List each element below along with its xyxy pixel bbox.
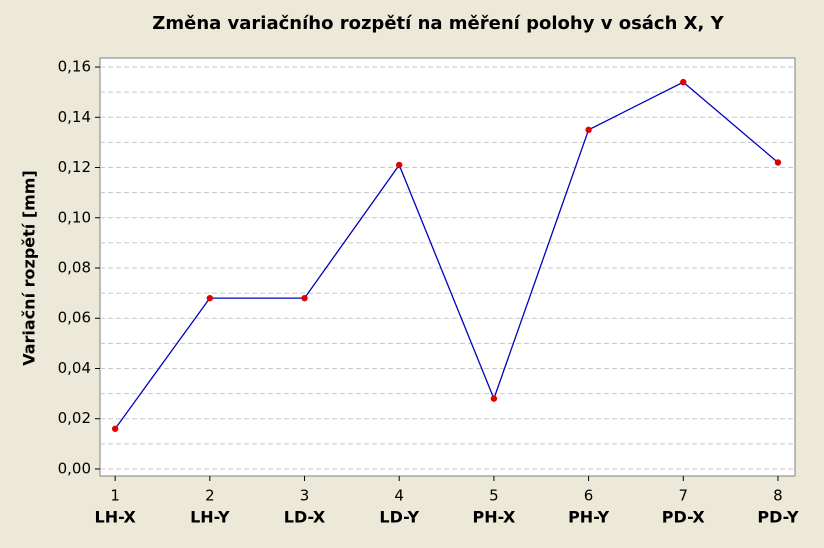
x-tick-label: 6	[584, 487, 594, 505]
y-tick-label: 0,06	[58, 309, 91, 327]
x-tick-label: 3	[300, 487, 310, 505]
x-tick-label: 8	[773, 487, 783, 505]
x-category-label: PH-Y	[568, 508, 609, 527]
data-point	[774, 159, 782, 166]
y-axis-label: Variační rozpětí [mm]	[20, 170, 39, 366]
y-tick-label: 0,04	[58, 359, 91, 377]
x-tick-label: 1	[110, 487, 120, 505]
x-category-label: PH-X	[472, 508, 515, 527]
x-category-label: LH-Y	[190, 508, 230, 527]
data-point	[301, 294, 308, 302]
data-point	[490, 395, 498, 402]
x-tick-label: 4	[394, 487, 404, 505]
data-line	[114, 81, 779, 430]
x-tick-label: 5	[489, 487, 499, 505]
y-tick-label: 0,08	[58, 259, 91, 277]
y-tick-label: 0,00	[58, 459, 91, 477]
x-category-label: PD-Y	[757, 508, 799, 527]
data-point	[396, 161, 403, 169]
x-tick-label: 7	[678, 487, 688, 505]
y-tick-label: 0,02	[58, 409, 91, 427]
x-category-label: LD-Y	[379, 508, 419, 527]
y-tick-label: 0,10	[58, 208, 91, 226]
x-category-label: PD-X	[662, 508, 706, 527]
x-category-label: LD-X	[284, 508, 326, 527]
x-tick-label: 2	[205, 487, 215, 505]
y-tick-label: 0,12	[58, 158, 91, 176]
chart-title: Změna variačního rozpětí na měření poloh…	[152, 13, 724, 34]
data-point	[111, 425, 119, 432]
plot-area	[99, 57, 796, 477]
data-point	[585, 126, 592, 134]
y-tick-label: 0,16	[58, 58, 91, 76]
data-point	[206, 294, 214, 302]
y-tick-label: 0,14	[58, 108, 91, 126]
data-point	[680, 78, 687, 86]
x-category-label: LH-X	[95, 508, 137, 527]
